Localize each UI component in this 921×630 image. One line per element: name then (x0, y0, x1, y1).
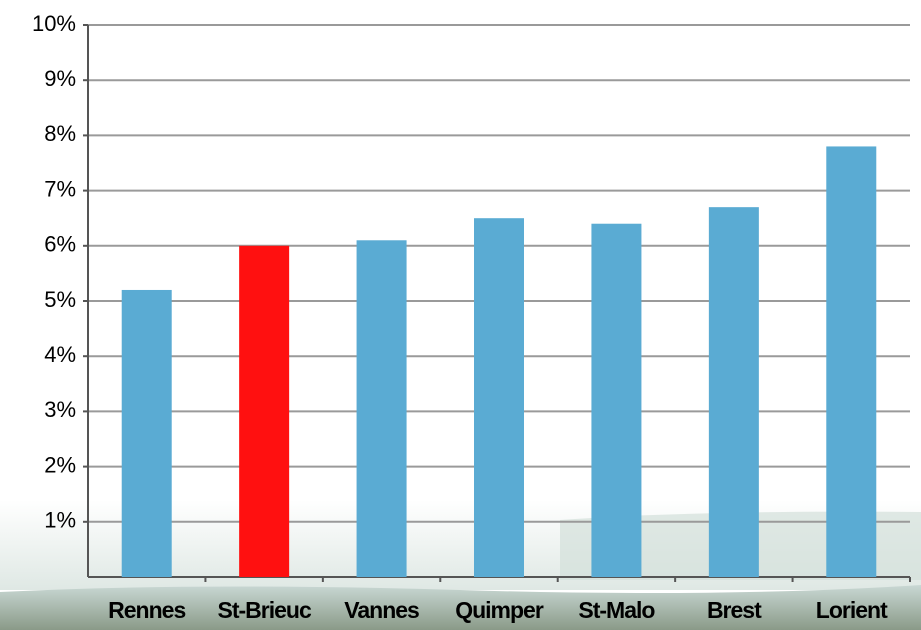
x-tick-label: Rennes (108, 597, 185, 623)
y-tick-label: 4% (44, 342, 76, 367)
y-tick-label: 7% (44, 176, 76, 201)
bar (708, 207, 759, 577)
x-tick-label: St-Malo (578, 597, 655, 623)
bar (591, 223, 642, 577)
x-tick-label: Quimper (455, 597, 544, 623)
y-tick-label: 6% (44, 232, 76, 257)
y-tick-label: 2% (44, 452, 76, 477)
x-tick-label: St-Brieuc (218, 597, 312, 623)
bar (121, 289, 172, 577)
bar (356, 240, 407, 577)
bar (474, 218, 524, 577)
landscape (0, 585, 921, 630)
bar (826, 146, 877, 577)
y-tick-label: 1% (44, 508, 76, 533)
y-tick-label: 10% (32, 11, 76, 36)
x-tick-label: Vannes (344, 597, 419, 623)
x-tick-label: Brest (707, 597, 762, 623)
bar (239, 245, 290, 578)
y-tick-label: 3% (44, 397, 76, 422)
x-tick-label: Lorient (816, 597, 888, 623)
y-tick-label: 5% (44, 287, 76, 312)
y-tick-label: 8% (44, 121, 76, 146)
y-tick-label: 9% (44, 66, 76, 91)
